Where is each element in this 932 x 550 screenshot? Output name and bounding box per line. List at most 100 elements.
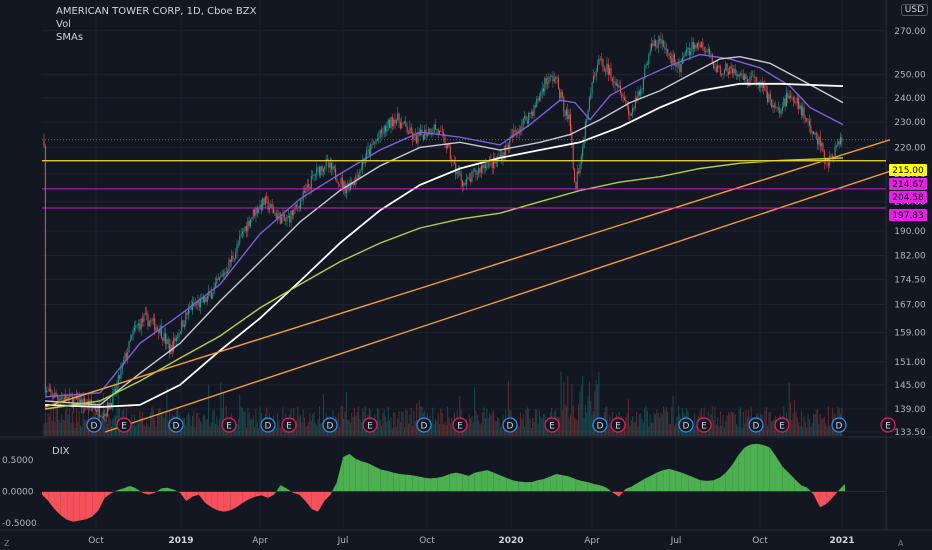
candle-body: [742, 75, 744, 81]
dix-area-segment: [267, 491, 275, 498]
volume-bar: [518, 426, 520, 436]
candle-body: [210, 292, 212, 299]
candle-body: [557, 78, 559, 89]
earnings-marker: [116, 417, 132, 433]
time-axis[interactable]: Oct 2019 Apr Jul Oct 2020 Apr Jul Oct 2021: [88, 536, 854, 546]
candle-body: [106, 402, 108, 417]
candle-body: [651, 43, 652, 51]
volume-bar: [590, 401, 592, 436]
dix-area-segment: [85, 491, 93, 520]
dix-area-segment: [299, 491, 306, 501]
candle-body: [721, 73, 723, 75]
volume-bar: [198, 418, 200, 436]
price-tick-label: 182.00: [894, 251, 926, 261]
candle-body: [841, 137, 843, 143]
candle-body: [606, 63, 608, 72]
dix-area-segment: [380, 469, 388, 492]
candle-body: [111, 402, 112, 407]
candle-body: [371, 144, 373, 145]
dix-area-segment: [180, 491, 187, 501]
volume-bar: [436, 421, 438, 436]
volume-bar: [71, 411, 73, 436]
volume-bar: [452, 421, 454, 436]
candle-body: [304, 191, 306, 193]
candle-body: [653, 40, 655, 46]
candle-body: [394, 119, 396, 124]
earnings-marker-label: E: [615, 422, 621, 432]
candle-body: [834, 146, 836, 157]
earnings-marker-label: E: [885, 422, 891, 432]
volume-bar: [827, 406, 829, 436]
candle-body: [61, 397, 63, 399]
dividend-marker-label: D: [597, 422, 604, 432]
candle-body: [543, 88, 544, 92]
volume-bar: [318, 406, 320, 436]
candle-body: [231, 255, 233, 262]
candle-body: [622, 97, 624, 99]
volume-bar: [381, 425, 382, 436]
volume-bar: [84, 419, 85, 436]
volume-bar: [252, 415, 254, 436]
volume-bar: [193, 410, 195, 436]
symbol-title[interactable]: AMERICAN TOWER CORP, 1D, Cboe BZX: [56, 6, 257, 17]
volume-bar: [788, 382, 790, 436]
volume-bar: [625, 416, 627, 436]
candle-body: [391, 116, 393, 127]
volume-bar: [78, 411, 80, 436]
candle-body: [302, 191, 304, 201]
candle-body: [570, 114, 571, 132]
smas-indicator-label[interactable]: SMAs: [56, 32, 84, 43]
volume-bar: [663, 406, 665, 436]
volume-bar: [138, 422, 139, 436]
volume-bar: [641, 418, 643, 436]
currency-badge[interactable]: USD: [900, 4, 928, 16]
zoom-toggle[interactable]: Z: [4, 539, 10, 548]
price-axis[interactable]: 133.50 139.00 145.00 151.00 159.00 167.00 174.…: [889, 27, 927, 438]
candle-body: [663, 40, 665, 47]
dix-area-segment: [449, 472, 457, 492]
auto-scale-toggle[interactable]: A: [898, 539, 904, 548]
volume-bar: [745, 409, 747, 436]
candle-body: [699, 44, 701, 48]
candle-body: [447, 144, 449, 149]
candle-body: [46, 390, 48, 393]
candle-body: [692, 42, 694, 49]
volume-bar: [530, 427, 532, 436]
candle-body: [294, 205, 296, 210]
candle-body: [367, 149, 369, 152]
candle-body: [152, 318, 154, 321]
volume-bar: [665, 407, 667, 436]
volume-bar: [529, 418, 531, 436]
volume-bar: [559, 416, 561, 436]
volume-bar: [200, 421, 202, 436]
volume-bar: [358, 406, 360, 436]
volume-bar: [75, 408, 77, 436]
price-level-lines: [42, 139, 886, 209]
volume-bar: [486, 408, 488, 436]
volume-bar: [476, 414, 478, 436]
candle-body: [807, 121, 809, 122]
volume-bar: [409, 414, 411, 436]
volume-bars: [43, 371, 843, 436]
dix-tick-label: 0.5000: [2, 456, 34, 466]
candle-body: [645, 65, 647, 67]
trendline-1: [44, 139, 891, 408]
dix-indicator-label[interactable]: DIX: [52, 446, 70, 457]
volume-bar: [644, 408, 646, 436]
volume-bar: [389, 420, 391, 436]
candle-body: [155, 327, 157, 331]
candle-body: [383, 125, 385, 134]
volume-bar: [129, 423, 131, 436]
volume-bar: [48, 416, 50, 436]
candle-body: [443, 132, 445, 137]
candle-body: [806, 118, 808, 122]
volume-bar: [649, 415, 651, 436]
earnings-marker-label: E: [121, 422, 127, 432]
candle-body: [77, 395, 79, 400]
candle-body: [752, 75, 754, 77]
vol-indicator-label[interactable]: Vol: [56, 19, 71, 30]
candle-body: [790, 95, 792, 98]
candle-body: [815, 132, 817, 139]
candle-body: [289, 215, 291, 223]
